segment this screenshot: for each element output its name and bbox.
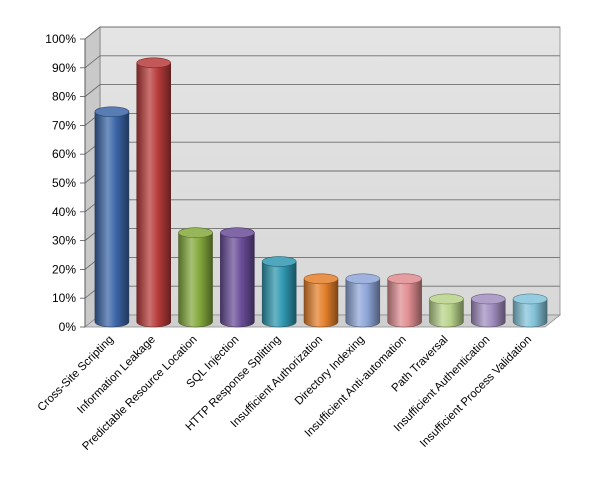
bar-body [220, 232, 255, 328]
bar-11 [512, 293, 548, 328]
y-tick-label: 20% [52, 262, 76, 276]
y-axis-ticks: 0% 10% 20% 30% 40% 50% 60% 70% 80% 90% 100% [45, 32, 86, 334]
y-tick-label: 90% [52, 61, 76, 75]
bar-8 [387, 273, 422, 328]
bar-2 [136, 57, 172, 328]
y-tick-label: 60% [52, 147, 76, 161]
bars [94, 57, 548, 328]
bar-top [303, 273, 339, 285]
bar-top [345, 273, 381, 285]
y-tick-label: 80% [52, 90, 76, 104]
bar-body [345, 278, 381, 328]
y-tick-label: 30% [52, 234, 76, 248]
y-tick-label: 10% [52, 291, 76, 305]
y-tick-label: 0% [59, 320, 77, 334]
bar-top [178, 227, 213, 239]
bar-top [94, 106, 130, 118]
bar-top [470, 293, 506, 305]
bar-9 [429, 293, 464, 328]
bar-6 [303, 273, 339, 328]
gridline [84, 84, 560, 97]
bar-body [303, 278, 339, 328]
gridline [84, 55, 560, 69]
bar-body [512, 298, 548, 328]
bar-5 [261, 256, 297, 328]
bar-top [136, 57, 172, 69]
x-category-label: Directory Indexing [293, 334, 367, 408]
bar-top [512, 293, 548, 305]
bar-top [220, 227, 255, 239]
bar-10 [470, 293, 506, 328]
bar-body [471, 298, 506, 328]
bar-body [261, 261, 297, 328]
bar-7 [345, 273, 381, 328]
bar-body [429, 298, 464, 328]
x-category-label: Information Leakage [75, 334, 158, 417]
y-tick-label: 70% [52, 118, 76, 132]
gridline [84, 26, 560, 40]
bar-top [387, 273, 422, 285]
bar-1 [94, 106, 130, 328]
bar-body [387, 278, 422, 328]
bar-body [136, 62, 171, 328]
y-tick-label: 100% [45, 32, 76, 46]
bar-4 [220, 227, 255, 328]
bar-body [178, 232, 213, 328]
bar-top [261, 256, 297, 267]
x-category-label: Cross-Site Scripting [36, 334, 116, 414]
bar-top [429, 293, 464, 305]
y-tick-label: 50% [52, 176, 76, 190]
bar-3 [178, 227, 213, 328]
y-tick-label: 40% [52, 205, 76, 219]
bar-body [94, 111, 130, 328]
